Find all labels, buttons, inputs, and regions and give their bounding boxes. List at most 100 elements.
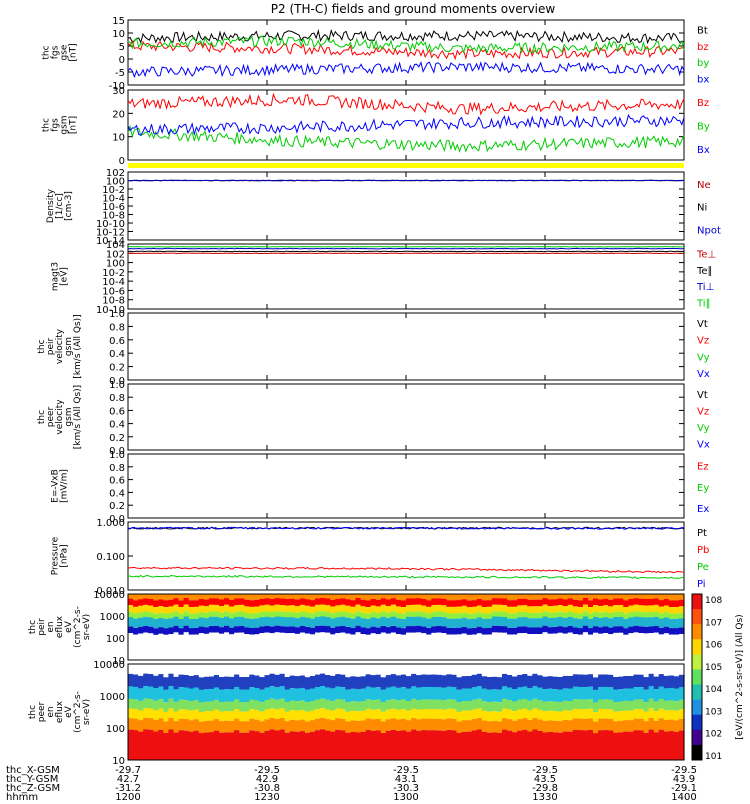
legend-temp-Te∥: Te∥ [696, 266, 713, 277]
heatmap-cell [426, 628, 432, 635]
heatmap-cell [259, 702, 265, 712]
heatmap-cell [598, 627, 604, 634]
heatmap-cell [472, 709, 478, 719]
heatmap-cell [143, 708, 149, 718]
heatmap-cell [295, 606, 301, 613]
heatmap-cell [376, 675, 382, 688]
heatmap-cell [376, 634, 382, 660]
heatmap-cell [598, 606, 604, 613]
legend-peer_vel-Vt: Vt [697, 390, 708, 401]
heatmap-cell [431, 709, 437, 719]
heatmap-cell [249, 619, 255, 628]
heatmap-cell [158, 709, 164, 719]
heatmap-cell [310, 607, 316, 614]
heatmap-cell [568, 598, 574, 605]
heatmap-cell [290, 617, 296, 626]
heatmap-cell [568, 612, 574, 617]
heatmap-cell [472, 619, 478, 628]
heatmap-cell [280, 699, 286, 709]
heatmap-cell [482, 711, 488, 721]
heatmap-cell [310, 689, 316, 702]
heatmap-cell [563, 613, 569, 618]
heatmap-cell [239, 598, 245, 605]
heatmap-cell [497, 702, 503, 712]
heatmap-cell [492, 594, 498, 598]
heatmap-cell [649, 674, 655, 687]
heatmap-cell [189, 628, 195, 635]
heatmap-cell [153, 601, 159, 608]
heatmap-cell [568, 689, 574, 702]
heatmap-cell [325, 687, 331, 700]
heatmap-cell [280, 599, 286, 606]
heatmap-cell [295, 720, 301, 732]
heatmap-cell [623, 701, 629, 711]
heatmap-cell [406, 711, 412, 721]
heatmap-cell [381, 733, 387, 760]
heatmap-cell [543, 732, 549, 760]
heatmap-cell [477, 606, 483, 613]
heatmap-cell [608, 687, 614, 700]
heatmap-cell [158, 674, 164, 687]
heatmap-cell [416, 710, 422, 720]
heatmap-cell [143, 612, 149, 617]
heatmap-cell [467, 689, 473, 702]
heatmap-cell [553, 612, 559, 617]
heatmap-cell [265, 731, 271, 760]
heatmap-cell [133, 687, 139, 700]
heatmap-cell [401, 601, 407, 608]
heatmap-cell [148, 709, 154, 719]
heatmap-cell [537, 606, 543, 613]
heatmap-cell [320, 699, 326, 709]
heatmap-cell [396, 720, 402, 732]
heatmap-cell [664, 627, 670, 634]
heatmap-cell [522, 599, 528, 606]
heatmap-cell [628, 732, 634, 760]
heatmap-cell [143, 729, 149, 760]
heatmap-cell [588, 607, 594, 614]
heatmap-cell [613, 594, 619, 599]
heatmap-cell [184, 594, 190, 598]
heatmap-cell [608, 709, 614, 719]
heatmap-cell [548, 627, 554, 634]
heatmap-cell [310, 634, 316, 660]
panel-frame-peer_vel [128, 384, 684, 450]
legend-fgs-Bt: Bt [697, 26, 708, 37]
heatmap-cell [598, 675, 604, 688]
heatmap-cell [396, 628, 402, 635]
heatmap-cell [158, 687, 164, 700]
heatmap-cell [401, 687, 407, 700]
heatmap-cell [608, 628, 614, 635]
heatmap-cell [361, 689, 367, 702]
heatmap-cell [654, 594, 660, 598]
heatmap-cell [446, 635, 452, 660]
heatmap-cell [583, 700, 589, 710]
heatmap-cell [305, 594, 311, 599]
heatmap-cell [275, 709, 281, 719]
heatmap-cell [644, 721, 650, 733]
heatmap-cell [345, 677, 351, 690]
heatmap-cell [138, 664, 144, 676]
heatmap-cell [441, 710, 447, 720]
heatmap-cell [401, 719, 407, 731]
heatmap-cell [628, 594, 634, 599]
heatmap-cell [563, 664, 569, 676]
heatmap-cell [285, 712, 291, 722]
heatmap-cell [543, 632, 549, 660]
heatmap-cell [229, 677, 235, 690]
heatmap-cell [522, 674, 528, 687]
heatmap-cell [583, 709, 589, 719]
heatmap-cell [497, 617, 503, 626]
heatmap-cell [249, 675, 255, 688]
heatmap-cell [214, 612, 220, 617]
ytick-label-peer_en: 100 [106, 724, 125, 735]
ytick-label-efield: 1.0 [109, 450, 125, 461]
heatmap-cell [386, 664, 392, 675]
heatmap-cell [234, 594, 240, 599]
heatmap-cell [441, 664, 447, 675]
heatmap-cell [386, 675, 392, 688]
heatmap-cell [593, 612, 599, 617]
heatmap-cell [153, 628, 159, 635]
heatmap-cell [613, 599, 619, 606]
heatmap-cell [467, 732, 473, 760]
heatmap-cell [421, 599, 427, 606]
